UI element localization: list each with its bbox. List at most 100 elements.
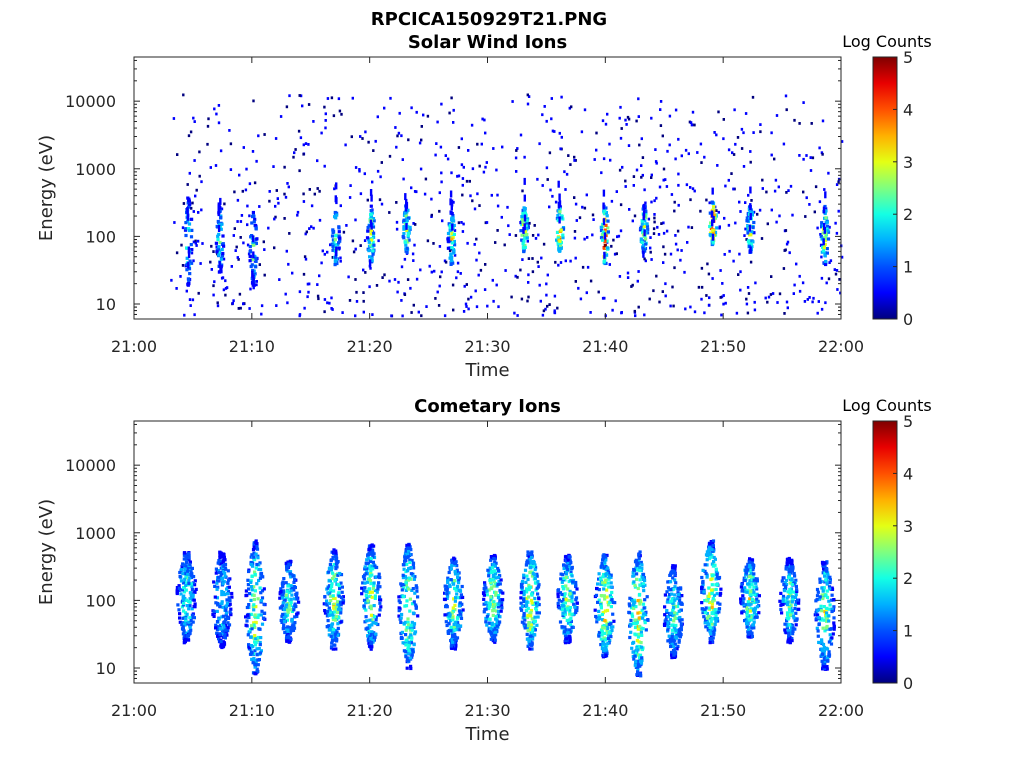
burst-cell (261, 575, 265, 579)
burst-cell (397, 614, 401, 618)
scatter-cell (413, 243, 416, 247)
ion-burst (365, 189, 376, 267)
colorbar-tick-label: 1 (903, 258, 913, 277)
scatter-cell (527, 281, 530, 284)
burst-cell (527, 621, 531, 625)
scatter-cell (640, 175, 643, 179)
burst-cell (252, 214, 256, 218)
burst-cell (401, 641, 405, 645)
burst-cell (824, 236, 828, 240)
scatter-cell (354, 166, 358, 169)
burst-cell (526, 606, 530, 611)
burst-cell (456, 572, 460, 576)
burst-cell (707, 614, 711, 618)
burst-cell (606, 568, 610, 572)
scatter-cell (247, 252, 251, 256)
scatter-cell (242, 302, 245, 306)
scatter-cell (770, 131, 773, 135)
scatter-cell (473, 207, 477, 211)
burst-cell (489, 637, 493, 641)
burst-cell (672, 571, 677, 575)
burst-cell (519, 583, 524, 587)
scatter-cell (210, 244, 213, 248)
burst-cell (285, 603, 289, 607)
burst-cell (606, 603, 611, 607)
scatter-cell (229, 168, 233, 171)
scatter-cell (444, 154, 447, 157)
scatter-cell (437, 304, 441, 307)
burst-cell (493, 564, 497, 568)
burst-cell (662, 622, 667, 626)
scatter-cell (784, 94, 788, 98)
burst-cell (533, 576, 537, 580)
burst-cell (183, 570, 187, 574)
burst-cell (187, 205, 191, 209)
scatter-cell (749, 160, 752, 164)
burst-cell (334, 647, 338, 651)
burst-cell (259, 649, 263, 653)
burst-cell (537, 611, 541, 615)
burst-cell (329, 626, 333, 630)
burst-cell (180, 568, 184, 572)
burst-streak (217, 225, 221, 232)
burst-cell (187, 197, 191, 201)
burst-cell (535, 572, 539, 576)
burst-cell (217, 637, 221, 641)
burst-cell (633, 632, 637, 636)
scatter-cell (556, 306, 559, 310)
burst-cell (823, 254, 827, 258)
scatter-cell (611, 308, 614, 312)
burst-cell (338, 236, 342, 240)
burst-cell (523, 243, 527, 247)
burst-cell (707, 594, 711, 598)
burst-cell (250, 627, 254, 631)
burst-cell (406, 620, 410, 625)
burst-cell (220, 576, 225, 580)
scatter-cell (716, 164, 719, 167)
burst-cell (643, 219, 647, 223)
burst-cell (447, 621, 451, 625)
burst-cell (333, 238, 337, 242)
plot-area (134, 421, 841, 683)
burst-cell (670, 642, 674, 646)
burst-cell (671, 564, 675, 568)
burst-cell (247, 603, 251, 607)
scatter-cell (814, 185, 818, 189)
burst-cell (454, 596, 458, 600)
scatter-cell (534, 237, 538, 240)
burst-cell (284, 593, 288, 597)
scatter-cell (395, 227, 399, 231)
scatter-cell (615, 252, 618, 256)
burst-cell (498, 620, 502, 624)
burst-cell (244, 589, 248, 593)
scatter-cell (182, 93, 185, 97)
scatter-cell (669, 304, 672, 308)
burst-cell (185, 570, 190, 574)
burst-cell (628, 635, 632, 640)
burst-cell (712, 555, 716, 560)
burst-cell (335, 630, 339, 634)
scatter-cell (363, 172, 366, 176)
ion-burst (556, 553, 579, 645)
burst-cell (221, 605, 225, 609)
scatter-cell (761, 178, 764, 182)
burst-cell (215, 587, 219, 591)
scatter-cell (244, 188, 248, 192)
burst-cell (665, 610, 669, 614)
burst-cell (362, 606, 366, 610)
scatter-cell (291, 271, 294, 275)
burst-cell (331, 228, 335, 232)
ion-burst (397, 542, 420, 671)
burst-cell (749, 618, 753, 622)
burst-cell (556, 218, 560, 222)
burst-cell (187, 579, 191, 583)
scatter-cell (786, 306, 789, 310)
scatter-cell (255, 283, 258, 287)
scatter-cell (610, 199, 614, 203)
burst-cell (536, 601, 540, 605)
scatter-cell (559, 261, 563, 264)
burst-cell (527, 595, 531, 599)
burst-cell (712, 616, 716, 621)
burst-cell (457, 578, 461, 582)
burst-cell (740, 589, 744, 593)
